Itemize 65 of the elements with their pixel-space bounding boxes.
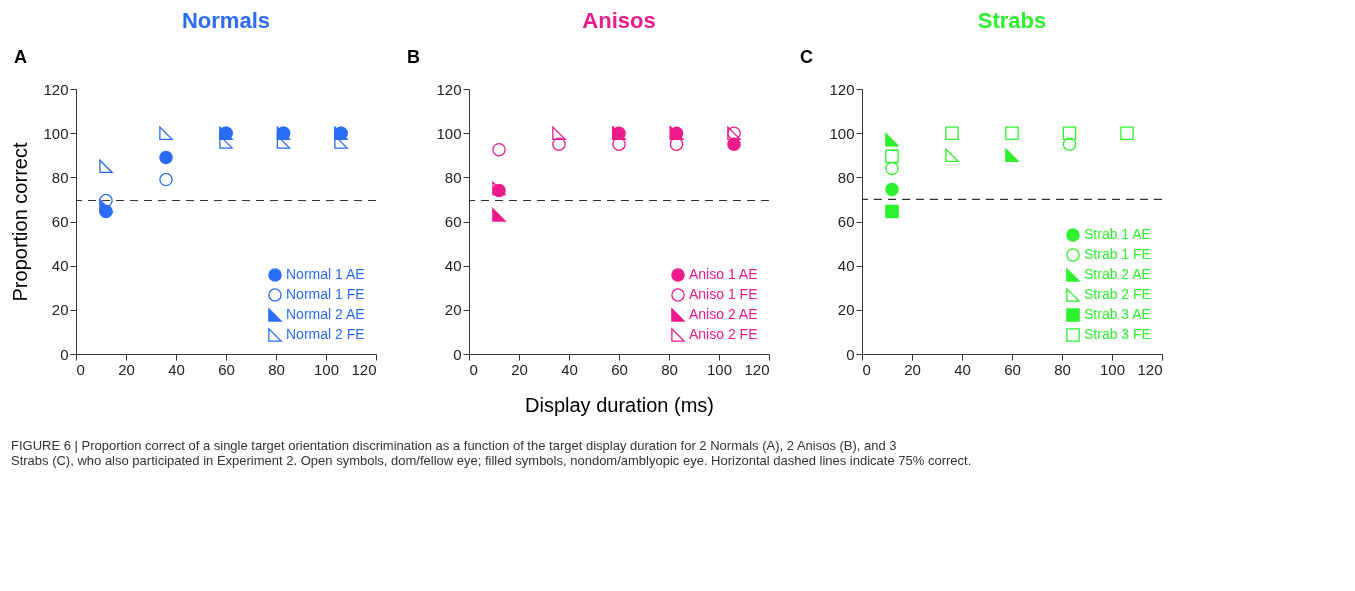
- y-tick-label: 60: [444, 213, 462, 230]
- y-tick-label: 120: [829, 80, 855, 98]
- x-tick-label: 100: [706, 360, 733, 378]
- x-tick-label: 60: [218, 360, 235, 378]
- legend-label: Strab 3 FE: [1084, 326, 1151, 342]
- y-tick-label: 20: [837, 301, 855, 319]
- x-tick-label: 0: [76, 360, 85, 378]
- x-tick-label: 80: [661, 360, 678, 378]
- y-tick-label: 100: [436, 124, 462, 142]
- x-tick-label: 20: [511, 360, 528, 378]
- x-tick-label: 80: [268, 360, 285, 378]
- chart-title: Normals: [181, 8, 271, 33]
- y-tick-label: 20: [51, 301, 69, 319]
- x-tick-label: 120: [1137, 360, 1163, 378]
- x-tick-label: 20: [904, 360, 921, 378]
- y-tick-label: 100: [829, 124, 855, 142]
- legend-label: Strab 1 AE: [1084, 226, 1151, 242]
- y-tick-label: 120: [436, 80, 462, 98]
- y-tick-label: 60: [51, 213, 69, 230]
- y-tick-label: 0: [453, 345, 462, 363]
- x-axis-title: Display duration (ms): [525, 393, 714, 416]
- legend-label: Strab 2 FE: [1084, 286, 1151, 302]
- x-tick-label: 80: [1054, 360, 1071, 378]
- legend-label: Strab 1 FE: [1084, 246, 1151, 262]
- x-tick-label: 40: [954, 360, 971, 378]
- x-tick-label: 120: [744, 360, 770, 378]
- legend-label: Normal 2 FE: [286, 326, 365, 342]
- x-tick-label: 40: [561, 360, 578, 378]
- y-tick-label: 20: [444, 301, 462, 319]
- y-tick-label: 60: [837, 213, 855, 230]
- y-tick-label: 0: [60, 345, 69, 363]
- legend-label: Normal 2 AE: [286, 306, 365, 322]
- legend-label: Aniso 1 FE: [689, 286, 758, 302]
- legend-label: Strab 2 AE: [1084, 266, 1151, 282]
- x-tick-label: 100: [1099, 360, 1126, 378]
- y-axis-title: Proportion correct: [9, 142, 32, 302]
- x-tick-label: 60: [1004, 360, 1021, 378]
- x-tick-label: 100: [313, 360, 340, 378]
- y-tick-label: 120: [43, 80, 69, 98]
- text: C: [800, 47, 813, 67]
- chart-title: Anisos: [582, 8, 656, 33]
- y-tick-label: 40: [51, 257, 69, 275]
- y-tick-label: 80: [837, 168, 855, 186]
- text: A: [14, 47, 27, 67]
- caption: FIGURE 6 | Proportion correct of a single target orientation discrimination as a function of the target display duration for 2 Normals (A), 2 Anisos (B), and 3 Strabs (C), who also participated in Experiment 2. Open symbols, dom/fellow eye; filled symbols, nondom/amblyopic eye. Horizontal dashed lines indicate 75% correct.: [10, 438, 972, 468]
- legend-label: Normal 1 AE: [286, 266, 365, 282]
- legend-label: Aniso 2 FE: [689, 326, 758, 342]
- legend-label: Aniso 2 AE: [689, 306, 758, 322]
- text: B: [407, 47, 420, 67]
- x-tick-label: 60: [611, 360, 628, 378]
- x-tick-label: 40: [168, 360, 185, 378]
- legend-label: Normal 1 FE: [286, 286, 365, 302]
- y-tick-label: 40: [444, 257, 462, 275]
- y-tick-label: 40: [837, 257, 855, 275]
- x-tick-label: 0: [862, 360, 871, 378]
- legend-label: Aniso 1 AE: [689, 266, 758, 282]
- x-tick-label: 0: [469, 360, 478, 378]
- x-tick-label: 20: [118, 360, 135, 378]
- y-tick-label: 80: [51, 168, 69, 186]
- chart-title: Strabs: [977, 8, 1047, 33]
- x-tick-label: 120: [351, 360, 377, 378]
- y-tick-label: 100: [43, 124, 69, 142]
- legend-label: Strab 3 AE: [1084, 306, 1151, 322]
- y-tick-label: 0: [846, 345, 855, 363]
- y-tick-label: 80: [444, 168, 462, 186]
